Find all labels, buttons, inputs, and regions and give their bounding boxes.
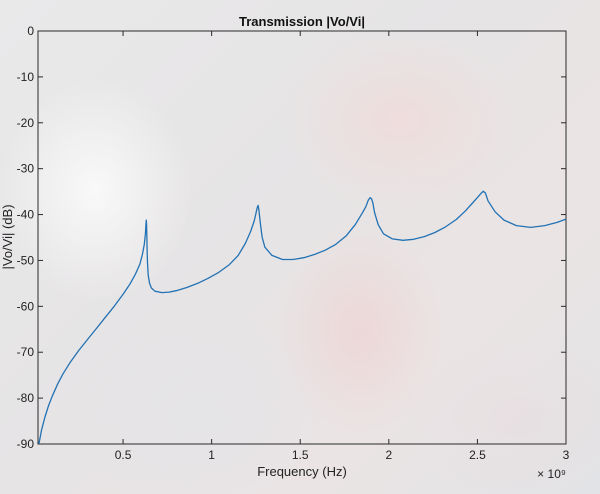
chart-title: Transmission |Vo/Vi| [239,14,365,29]
y-tick-label: -40 [17,208,35,222]
x-exponent-label: × 10⁹ [537,467,566,481]
y-tick-label: -50 [17,253,35,267]
plot-area [37,30,567,445]
y-tick-label: -30 [17,162,35,176]
y-axis-label: |Vo/Vi| (dB) [0,204,15,269]
series-group [38,190,567,445]
x-tick-label: 1.5 [292,448,309,462]
x-tick-label: 1 [208,448,215,462]
y-tick-label: 0 [27,24,34,38]
axis-ticks: 0.5 1 1.5 2 2.5 3 0 -10 -20 -30 -40 -50 -60 -70 -80 -90 [17,24,570,462]
x-tick-label: 0.5 [115,448,132,462]
x-tick-label: 2 [385,448,392,462]
y-tick-label: -70 [17,345,35,359]
y-tick-label: -10 [17,70,35,84]
x-axis-label: Frequency (Hz) [257,464,347,479]
y-tick-label: -90 [17,437,35,451]
x-tick-label: 2.5 [469,448,486,462]
y-tick-label: -20 [17,116,35,130]
series-line-0 [38,190,567,445]
x-tick-label: 3 [563,448,570,462]
y-tick-label: -60 [17,299,35,313]
y-tick-label: -80 [17,391,35,405]
